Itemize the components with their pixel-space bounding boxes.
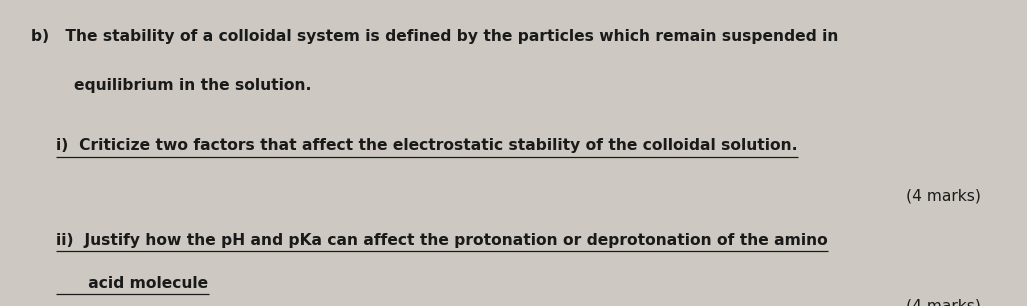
Text: b)   The stability of a colloidal system is defined by the particles which remai: b) The stability of a colloidal system i…: [31, 29, 838, 44]
Text: (4 marks): (4 marks): [906, 188, 981, 203]
Text: (4 marks): (4 marks): [906, 298, 981, 306]
Text: i)  Criticize two factors that affect the electrostatic stability of the colloid: i) Criticize two factors that affect the…: [56, 138, 798, 153]
Text: acid molecule: acid molecule: [56, 275, 208, 291]
Text: equilibrium in the solution.: equilibrium in the solution.: [31, 78, 311, 93]
Text: ii)  Justify how the pH and pKa can affect the protonation or deprotonation of t: ii) Justify how the pH and pKa can affec…: [56, 233, 828, 248]
